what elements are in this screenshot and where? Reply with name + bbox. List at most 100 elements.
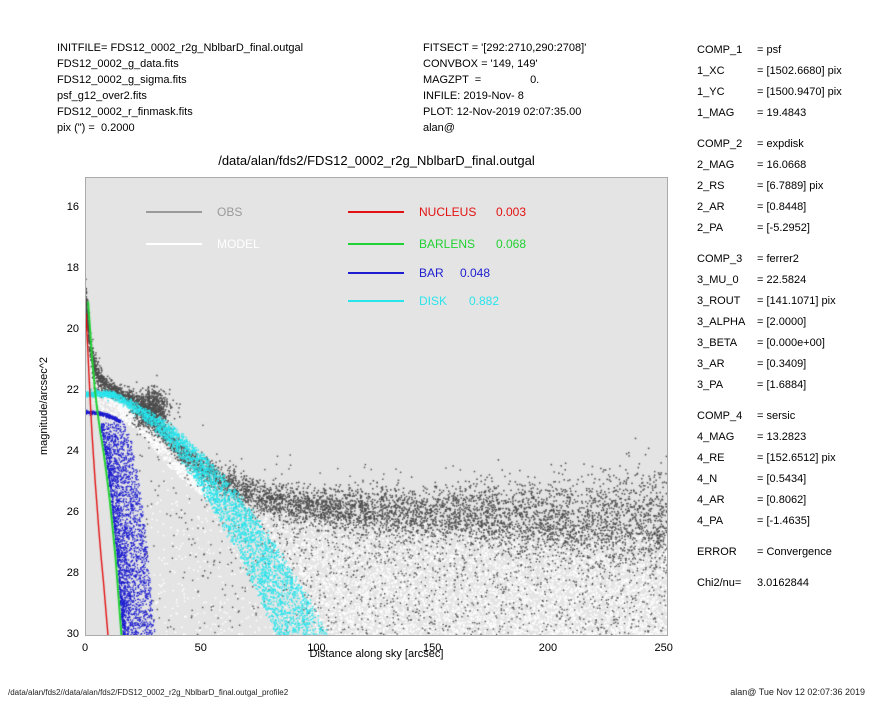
y-tick-label: 26	[66, 506, 79, 519]
component-param-row: 4_N = [0.5434]	[697, 469, 883, 490]
component-param-row: ERROR = Convergence	[697, 542, 883, 563]
panel-spacer	[697, 239, 883, 249]
param-value: = [1.6884]	[757, 379, 807, 391]
y-tick-label: 28	[66, 567, 79, 580]
legend-swatch-line	[348, 272, 404, 274]
legend-swatch-line	[146, 211, 202, 213]
x-tick-label: 150	[423, 642, 442, 654]
x-tick-label: 50	[194, 642, 207, 654]
legend-label: NUCLEUS	[419, 205, 477, 219]
legend-fraction: 0.882	[469, 294, 500, 308]
component-param-row: 2_MAG = 16.0668	[697, 155, 883, 176]
initfile-line: INITFILE= FDS12_0002_r2g_NblbarD_final.o…	[57, 42, 304, 54]
fit-setting-line: alan@	[423, 122, 455, 134]
component-parameters-panel: COMP_1 = psf 1_XC = [1502.6680] pix 1_YC = [1…	[697, 40, 883, 594]
component-param-row: 4_MAG = 13.2823	[697, 427, 883, 448]
param-key: 3_PA	[697, 379, 724, 391]
param-key: 2_AR	[697, 201, 725, 213]
component-param-row: 2_RS = [6.7889] pix	[697, 176, 883, 197]
component-param-row: 4_RE = [152.6512] pix	[697, 448, 883, 469]
param-key: 4_MAG	[697, 431, 735, 443]
param-value: = [152.6512] pix	[757, 452, 836, 464]
footer-timestamp: alan@ Tue Nov 12 02:07:36 2019	[730, 687, 865, 697]
component-param-row: 4_AR = [0.8062]	[697, 490, 883, 511]
param-key: COMP_1	[697, 44, 743, 56]
initfile-line: pix (") = 0.2000	[57, 122, 135, 134]
param-key: 4_AR	[697, 494, 725, 506]
param-value: 3.0162844	[757, 577, 809, 589]
component-param-row: 2_AR = [0.8448]	[697, 197, 883, 218]
legend-item-barlens: BARLENS 0.068	[348, 237, 568, 251]
legend-item-obs: OBS	[146, 205, 286, 219]
panel-spacer	[697, 396, 883, 406]
param-value: = [1502.6680] pix	[757, 65, 842, 77]
param-value: = psf	[757, 44, 782, 56]
param-value: = 13.2823	[757, 431, 807, 443]
initfile-line: FDS12_0002_r_finmask.fits	[57, 106, 193, 118]
plot-title: /data/alan/fds2/FDS12_0002_r2g_NblbarD_f…	[218, 153, 535, 168]
x-axis-label: Distance along sky [arcsec]	[309, 648, 444, 660]
param-value: = sersic	[757, 410, 796, 422]
param-value: = [0.000e+00]	[757, 337, 825, 349]
initfile-line: FDS12_0002_g_data.fits	[57, 58, 179, 70]
param-value: = [0.8062]	[757, 494, 807, 506]
component-param-row: 3_MU_0 = 22.5824	[697, 270, 883, 291]
fit-settings-block: FITSECT = '[292:2710,290:2708]' CONVBOX =…	[423, 40, 586, 136]
param-key: 4_RE	[697, 452, 725, 464]
x-tick-label: 0	[81, 642, 89, 654]
param-key: COMP_2	[697, 138, 743, 150]
legend-item-bar: BAR 0.048	[348, 266, 568, 280]
param-key: 2_RS	[697, 180, 725, 192]
profile-plot-canvas	[86, 178, 667, 635]
component-param-row: 3_AR = [0.3409]	[697, 354, 883, 375]
component-param-row: 3_ALPHA = [2.0000]	[697, 312, 883, 333]
fit-setting-line: INFILE: 2019-Nov- 8	[423, 90, 524, 102]
param-value: = [2.0000]	[757, 316, 807, 328]
component-param-row: COMP_4 = sersic	[697, 406, 883, 427]
legend-swatch-line	[348, 243, 404, 245]
param-value: = [0.3409]	[757, 358, 807, 370]
param-key: ERROR	[697, 546, 737, 558]
param-key: 4_PA	[697, 515, 724, 527]
param-key: 3_ROUT	[697, 295, 741, 307]
param-value: = 16.0668	[757, 159, 807, 171]
y-axis-label: magnitude/arcsec^2	[38, 356, 50, 456]
param-key: 3_ALPHA	[697, 316, 746, 328]
x-tick-label: 250	[654, 642, 673, 654]
param-key: 3_MU_0	[697, 274, 739, 286]
legend-swatch-line	[348, 211, 404, 213]
component-param-row: 2_PA = [-5.2952]	[697, 218, 883, 239]
y-tick-label: 30	[66, 628, 79, 640]
param-value: = [0.8448]	[757, 201, 807, 213]
legend-label: BAR	[419, 266, 444, 280]
legend-item-model: MODEL	[146, 237, 286, 251]
param-key: 3_BETA	[697, 337, 738, 349]
param-value: = Convergence	[757, 546, 832, 558]
y-tick-label: 20	[66, 323, 79, 336]
param-value: = 22.5824	[757, 274, 807, 286]
component-param-row: 4_PA = [-1.4635]	[697, 511, 883, 532]
component-param-row: COMP_3 = ferrer2	[697, 249, 883, 270]
param-key: 3_AR	[697, 358, 725, 370]
component-param-row: Chi2/nu= 3.0162844	[697, 573, 883, 594]
legend-swatch-line	[146, 243, 202, 245]
legend-label: DISK	[419, 294, 448, 308]
legend-layer: OBS MODEL NUCLEUS 0.003 BARLENS 0.068 BAR 0.048…	[86, 178, 669, 637]
param-key: 1_MAG	[697, 107, 735, 119]
y-tick-label: 18	[66, 262, 79, 275]
initfile-line: FDS12_0002_g_sigma.fits	[57, 74, 187, 86]
component-param-row: 3_PA = [1.6884]	[697, 375, 883, 396]
footer-output-path: /data/alan/fds2//data/alan/fds2/FDS12_00…	[8, 688, 289, 697]
param-key: COMP_3	[697, 253, 743, 265]
param-key: 1_YC	[697, 86, 725, 98]
fit-setting-line: PLOT: 12-Nov-2019 02:07:35.00	[423, 106, 582, 118]
param-value: = [0.5434]	[757, 473, 807, 485]
legend-label: MODEL	[217, 237, 260, 251]
legend-label: BARLENS	[419, 237, 476, 251]
legend-fraction: 0.048	[460, 266, 491, 280]
panel-spacer	[697, 532, 883, 542]
legend-fraction: 0.068	[496, 237, 527, 251]
x-tick-label: 100	[307, 642, 326, 654]
component-param-row: 3_BETA = [0.000e+00]	[697, 333, 883, 354]
